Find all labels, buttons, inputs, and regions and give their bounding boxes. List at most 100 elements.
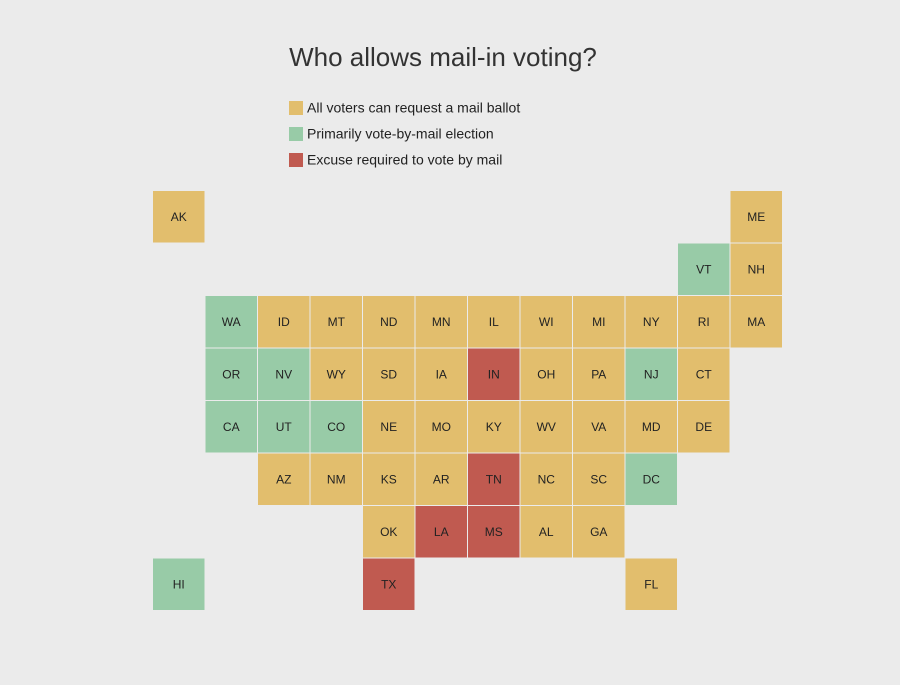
state-label: AR [433, 472, 450, 486]
state-tile [730, 191, 782, 243]
state-tile [205, 296, 257, 348]
state-tile [153, 558, 205, 610]
state-tile [678, 243, 730, 295]
state-label: PA [591, 367, 606, 381]
state-tile [310, 348, 362, 400]
state-label: TX [381, 577, 396, 591]
state-tile [573, 453, 625, 505]
state-tile [678, 348, 730, 400]
state-tile [678, 401, 730, 453]
state-label: RI [698, 315, 710, 329]
legend-swatch [289, 101, 303, 115]
state-label: ME [747, 210, 765, 224]
state-tile [415, 348, 467, 400]
state-tile [468, 296, 520, 348]
state-tile [415, 401, 467, 453]
state-tile [730, 243, 782, 295]
state-label: MT [328, 315, 346, 329]
state-label: NM [327, 472, 346, 486]
state-tile [520, 401, 572, 453]
state-label: WI [539, 315, 554, 329]
state-label: CA [223, 420, 240, 434]
state-tile [520, 296, 572, 348]
state-tile [258, 296, 310, 348]
state-label: AZ [276, 472, 291, 486]
state-label: WY [327, 367, 346, 381]
state-tile [520, 506, 572, 558]
state-tile [468, 453, 520, 505]
state-tile [363, 348, 415, 400]
state-tile [363, 453, 415, 505]
title: Who allows mail-in voting? [289, 42, 597, 72]
state-label: NJ [644, 367, 659, 381]
state-tile [363, 506, 415, 558]
state-label: NE [380, 420, 397, 434]
state-tile [415, 453, 467, 505]
state-tile [415, 506, 467, 558]
state-tile [205, 348, 257, 400]
state-label: MI [592, 315, 605, 329]
state-label: ID [278, 315, 290, 329]
state-label: TN [486, 472, 502, 486]
state-tile [258, 453, 310, 505]
state-label: SC [590, 472, 607, 486]
state-label: MN [432, 315, 451, 329]
state-label: IA [436, 367, 447, 381]
state-tile [415, 296, 467, 348]
state-tile [310, 296, 362, 348]
state-label: GA [590, 525, 607, 539]
state-tile [730, 296, 782, 348]
state-tile [625, 558, 677, 610]
state-label: ND [380, 315, 398, 329]
state-tile [678, 296, 730, 348]
state-label: SD [380, 367, 397, 381]
state-label: VT [696, 262, 712, 276]
legend-label: All voters can request a mail ballot [307, 100, 520, 116]
state-tile [468, 401, 520, 453]
state-tile [625, 453, 677, 505]
state-label: HI [173, 577, 185, 591]
state-label: VA [591, 420, 606, 434]
state-label: NC [538, 472, 556, 486]
state-tile [205, 401, 257, 453]
state-label: AL [539, 525, 554, 539]
legend-label: Excuse required to vote by mail [307, 152, 502, 168]
state-label: MO [432, 420, 451, 434]
legend-swatch [289, 153, 303, 167]
state-label: NY [643, 315, 660, 329]
state-label: IL [489, 315, 499, 329]
state-label: UT [276, 420, 293, 434]
state-label: AK [171, 210, 187, 224]
state-label: OH [537, 367, 555, 381]
state-tile [363, 401, 415, 453]
state-label: KS [381, 472, 397, 486]
state-tile [363, 296, 415, 348]
legend-swatch [289, 127, 303, 141]
state-tile [258, 401, 310, 453]
state-tile [625, 296, 677, 348]
state-tile [520, 348, 572, 400]
state-label: DE [695, 420, 712, 434]
state-tile [258, 348, 310, 400]
state-tile [573, 296, 625, 348]
state-tile [573, 506, 625, 558]
state-label: KY [486, 420, 502, 434]
state-tile [520, 453, 572, 505]
state-tile [310, 401, 362, 453]
state-tile [573, 401, 625, 453]
state-label: NH [748, 262, 765, 276]
state-label: NV [275, 367, 292, 381]
state-tile [573, 348, 625, 400]
state-tile [310, 453, 362, 505]
state-label: OK [380, 525, 397, 539]
state-label: CT [696, 367, 713, 381]
state-label: CO [327, 420, 345, 434]
state-tile [468, 506, 520, 558]
state-tile [468, 348, 520, 400]
state-label: IN [488, 367, 500, 381]
state-label: MA [747, 315, 765, 329]
state-tile [625, 348, 677, 400]
state-label: MD [642, 420, 661, 434]
